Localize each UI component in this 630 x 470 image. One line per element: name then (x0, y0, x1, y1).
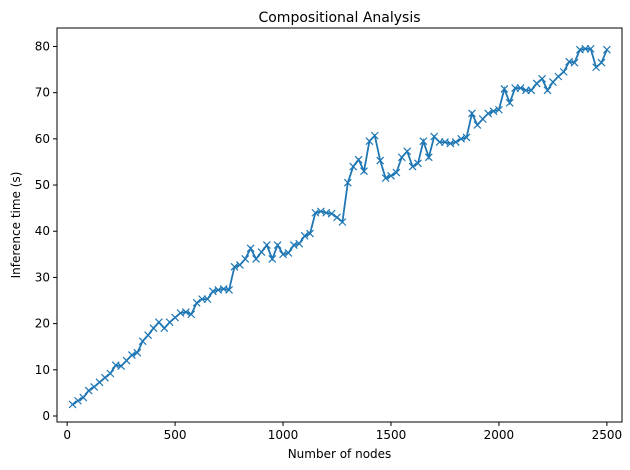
data-point (538, 74, 547, 83)
y-tick-label: 40 (35, 224, 50, 238)
data-point (284, 249, 293, 257)
data-point (295, 239, 304, 248)
data-point (376, 156, 385, 165)
data-point (462, 133, 471, 142)
y-tick-label: 20 (35, 317, 50, 331)
y-tick-label: 70 (35, 86, 50, 100)
data-point (74, 396, 82, 405)
data-point (602, 45, 611, 54)
data-point (570, 58, 579, 67)
data-point (559, 67, 568, 76)
data-point (451, 138, 460, 147)
x-tick-label: 500 (164, 428, 187, 442)
data-point (484, 109, 493, 118)
data-point (127, 351, 136, 359)
data-point (262, 241, 271, 250)
data-point (106, 369, 115, 378)
y-tick-label: 60 (35, 132, 50, 146)
data-point (354, 155, 363, 164)
data-point (327, 209, 336, 218)
data-point (360, 167, 368, 176)
data-point (133, 348, 142, 357)
x-tick-label: 2000 (484, 428, 515, 442)
chart-title: Compositional Analysis (258, 10, 420, 26)
data-point (387, 171, 395, 180)
data-point (144, 331, 153, 340)
data-point (306, 229, 314, 238)
x-tick-label: 1500 (376, 428, 407, 442)
data-point (338, 218, 347, 226)
data-point (192, 298, 201, 307)
data-point (500, 85, 509, 93)
data-point (101, 373, 109, 382)
series-markers (68, 44, 611, 409)
plot-area (56, 27, 623, 423)
x-tick-label: 0 (63, 428, 71, 442)
data-point (495, 105, 503, 114)
data-point (370, 131, 379, 140)
data-point (343, 178, 352, 187)
data-point (252, 255, 260, 263)
data-point (187, 310, 196, 319)
data-point (408, 162, 417, 171)
data-point (273, 241, 282, 250)
y-tick-label: 80 (35, 39, 50, 53)
data-point (84, 386, 93, 395)
data-point (424, 153, 433, 162)
data-point (468, 109, 476, 118)
data-point (181, 308, 190, 316)
data-point (257, 248, 266, 256)
data-point (543, 86, 552, 95)
y-tick-label: 10 (35, 363, 50, 377)
data-point (79, 393, 88, 402)
data-point (349, 162, 358, 171)
data-point (403, 147, 412, 156)
data-point (505, 98, 514, 107)
data-point (241, 255, 250, 263)
y-tick-label: 0 (42, 409, 50, 423)
y-tick-label: 30 (35, 270, 50, 284)
x-axis: 0 500 1000 1500 2000 2500 (63, 422, 622, 442)
data-point (419, 137, 428, 146)
plot-frame (56, 27, 623, 423)
data-point (246, 244, 255, 253)
data-point (586, 44, 595, 53)
data-point (268, 255, 277, 263)
data-point (381, 174, 390, 183)
data-point (597, 58, 606, 67)
data-point (392, 168, 401, 177)
data-point (300, 231, 309, 240)
data-point (68, 400, 77, 409)
x-tick-label: 2500 (592, 428, 623, 442)
data-point (414, 159, 422, 168)
data-point (203, 295, 212, 304)
y-axis: 0 10 20 30 40 50 60 70 80 (35, 39, 57, 423)
data-point (225, 285, 233, 294)
y-axis-label: Inference time (s) (9, 172, 23, 279)
x-axis-label: Number of nodes (288, 447, 392, 461)
data-point (516, 84, 525, 92)
y-tick-label: 50 (35, 178, 50, 192)
x-tick-label: 1000 (268, 428, 299, 442)
data-point (527, 86, 536, 95)
series-line (72, 47, 608, 406)
data-point (230, 262, 239, 271)
